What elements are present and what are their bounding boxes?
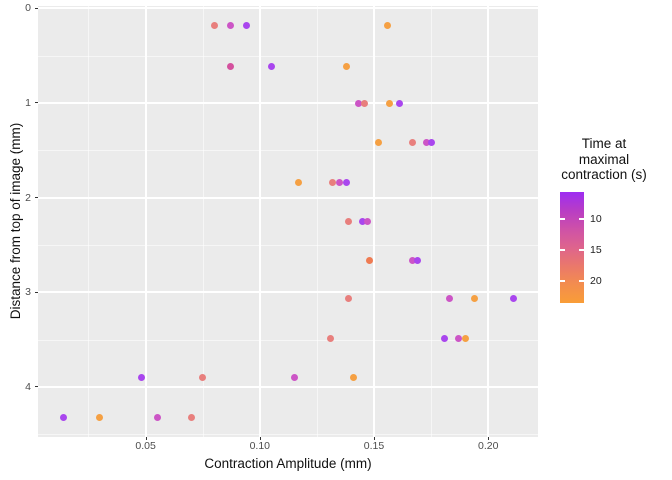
y-axis-tick-label: 2 <box>25 191 31 204</box>
legend-tick-label: 15 <box>590 243 602 256</box>
data-point <box>354 100 362 108</box>
legend-tick <box>579 280 584 283</box>
data-point <box>427 139 435 147</box>
x-axis-tick-label: 0.20 <box>477 440 499 452</box>
y-axis-tick <box>35 7 38 9</box>
x-axis-tick <box>145 437 147 440</box>
y-axis-tick <box>35 197 38 199</box>
data-point <box>210 21 218 29</box>
y-axis-tick-label: 4 <box>25 380 31 393</box>
x-axis-tick-label: 0.15 <box>363 440 385 452</box>
data-point <box>153 413 161 421</box>
minor-gridline-y <box>38 339 538 341</box>
legend-gradient-bar <box>560 192 584 303</box>
x-axis-tick-label: 0.05 <box>135 440 156 452</box>
legend-tick <box>560 248 565 251</box>
y-axis-title: Distance from top of image (mm) <box>8 122 23 320</box>
data-point <box>137 373 145 381</box>
legend-tick-label: 20 <box>590 275 602 288</box>
data-point <box>226 62 234 70</box>
legend-title-line: contraction (s) <box>561 167 647 183</box>
data-point <box>386 100 394 108</box>
data-point <box>329 178 337 186</box>
data-point <box>267 62 275 70</box>
data-point <box>327 335 335 343</box>
data-point <box>343 62 351 70</box>
legend-tick <box>579 248 584 251</box>
data-point <box>395 100 403 108</box>
minor-gridline-x <box>316 6 318 437</box>
data-point <box>361 100 369 108</box>
major-gridline-x <box>144 6 147 437</box>
data-point <box>290 373 298 381</box>
legend-title: Time at maximal contraction (s) <box>534 136 672 183</box>
plot-panel <box>38 6 538 437</box>
data-point <box>295 178 303 186</box>
major-gridline-x <box>487 6 490 437</box>
minor-gridline-x <box>202 6 204 437</box>
minor-gridline-x <box>88 6 90 437</box>
legend-tick <box>560 217 565 220</box>
major-gridline-y <box>38 7 538 10</box>
major-gridline-y <box>38 196 538 199</box>
data-point <box>349 373 357 381</box>
major-gridline-y <box>38 385 538 388</box>
x-axis-tick <box>373 437 375 440</box>
data-point <box>242 21 250 29</box>
data-point <box>96 413 104 421</box>
y-axis-tick <box>35 102 38 104</box>
minor-gridline-y <box>38 150 538 152</box>
data-point <box>409 139 417 147</box>
data-point <box>343 178 351 186</box>
legend-tick <box>579 217 584 220</box>
data-point <box>461 335 469 343</box>
data-point <box>471 295 478 303</box>
data-point <box>363 217 371 225</box>
major-gridline-x <box>372 6 375 437</box>
legend-tick <box>560 280 565 283</box>
major-gridline-y <box>38 291 538 294</box>
x-axis-tick-label: 0.10 <box>249 440 270 452</box>
x-axis-tick <box>259 437 261 440</box>
data-point <box>413 256 421 264</box>
minor-gridline-y <box>38 434 538 436</box>
y-axis-tick-label: 3 <box>25 285 31 298</box>
data-point <box>365 256 373 264</box>
data-point <box>441 335 449 343</box>
data-point <box>336 178 344 186</box>
y-axis-tick <box>35 386 38 388</box>
x-axis-title: Contraction Amplitude (mm) <box>204 456 372 471</box>
data-point <box>409 256 417 264</box>
data-point <box>59 413 67 421</box>
legend-title-line: maximal <box>578 151 630 167</box>
legend-title-line: Time at <box>581 136 627 151</box>
major-gridline-x <box>258 6 261 437</box>
minor-gridline-y <box>38 244 538 246</box>
data-point <box>509 295 517 303</box>
data-point <box>359 217 367 225</box>
colorbar-legend: Time at maximal contraction (s) 10 15 20 <box>536 136 672 346</box>
x-axis-tick <box>488 437 490 440</box>
minor-gridline-y <box>38 55 538 57</box>
data-point <box>187 413 195 421</box>
y-axis-tick <box>35 291 38 293</box>
data-point <box>345 295 353 303</box>
data-point <box>384 21 392 29</box>
data-point <box>445 295 453 303</box>
y-axis-tick-label: 0 <box>25 2 31 15</box>
data-point <box>226 21 234 29</box>
minor-gridline-x <box>431 6 433 437</box>
data-point <box>199 373 207 381</box>
data-point <box>375 139 383 147</box>
data-point <box>455 335 462 343</box>
data-point <box>345 217 353 225</box>
legend-tick-label: 10 <box>590 212 602 225</box>
data-point <box>423 139 431 147</box>
y-axis-tick-label: 1 <box>25 96 31 109</box>
major-gridline-y <box>38 101 538 104</box>
